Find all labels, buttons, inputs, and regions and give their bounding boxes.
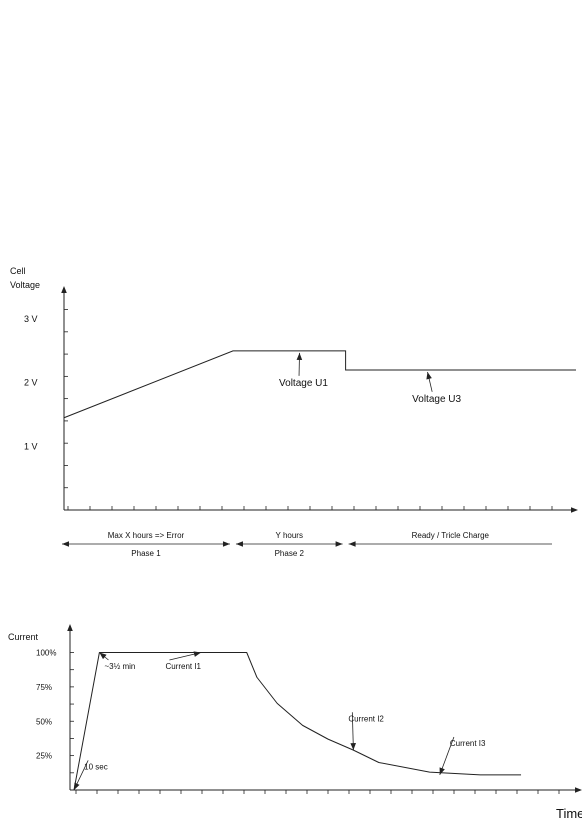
phase-bottom-label: Phase 2 xyxy=(275,549,305,558)
voltage-y-axis-label-line-1: Cell xyxy=(10,266,26,276)
voltage-annotation-label: Voltage U1 xyxy=(279,378,328,389)
current-annotation-arrow xyxy=(99,653,106,660)
current-y-ticks: 100% 75% 50% 25% xyxy=(36,649,56,761)
current-annotation-label: ~3½ min xyxy=(104,662,135,671)
phase-arrow-head-right xyxy=(223,541,230,547)
current-y-axis-label: Current xyxy=(8,632,39,642)
current-annotation-label: Current I3 xyxy=(450,739,486,748)
current-annotation-label: Current I2 xyxy=(348,714,384,723)
current-y-axis-arrow xyxy=(67,624,73,631)
voltage-chart: Cell Voltage 3 V2 V1 V Voltage U1Voltage… xyxy=(10,266,578,558)
voltage-tick-label: 3 V xyxy=(24,314,38,324)
current-annotation-label: Current I1 xyxy=(165,662,201,671)
phase-top-label: Ready / Tricle Charge xyxy=(412,531,490,540)
current-annotation-label: 10 sec xyxy=(84,762,108,771)
phase-bands: Max X hours => Error Phase 1 Y hours Phase … xyxy=(62,531,552,558)
voltage-y-axis-label-line-2: Voltage xyxy=(10,280,40,290)
voltage-annotation-arrow xyxy=(426,372,431,379)
current-tick-label: 100% xyxy=(36,649,56,658)
current-x-axis-label: Time xyxy=(556,806,582,821)
phase-bottom-label: Phase 1 xyxy=(131,549,161,558)
voltage-y-ticks: 3 V 2 V 1 V xyxy=(24,314,38,451)
current-axes xyxy=(67,624,582,794)
voltage-y-axis-label: Cell Voltage xyxy=(10,266,40,290)
phase-arrow-head-left xyxy=(349,541,356,547)
voltage-x-axis-arrow xyxy=(571,507,578,513)
current-chart: Current Time 100% 75% 50% 25% 10 sec ~3½ min… xyxy=(8,624,582,821)
current-line xyxy=(74,653,521,791)
current-annotations: 10 sec ~3½ min Current I1 Current I2 Current… xyxy=(74,651,486,790)
voltage-y-axis-arrow xyxy=(61,286,67,293)
current-annotation-arrow xyxy=(74,782,80,790)
current-annotation-arrow xyxy=(440,767,445,775)
current-tick-label: 75% xyxy=(36,683,52,692)
current-tick-label: 50% xyxy=(36,717,52,726)
voltage-tick-label: 1 V xyxy=(24,441,38,451)
voltage-tick-label: 2 V xyxy=(24,378,38,388)
voltage-annotation-label: Voltage U3 xyxy=(412,394,461,405)
phase-arrow-head-left xyxy=(62,541,69,547)
voltage-annotations: Voltage U1 Voltage U3 xyxy=(279,353,461,405)
current-series xyxy=(74,653,521,791)
current-tick-label: 25% xyxy=(36,752,52,761)
voltage-axes xyxy=(61,286,578,513)
phase-top-label: Y hours xyxy=(276,531,303,540)
phase-arrow-head-right xyxy=(336,541,343,547)
voltage-annotation-arrow xyxy=(297,353,303,360)
current-x-axis-arrow xyxy=(575,787,582,793)
phase-top-label: Max X hours => Error xyxy=(108,531,185,540)
phase-arrow-head-left xyxy=(236,541,243,547)
